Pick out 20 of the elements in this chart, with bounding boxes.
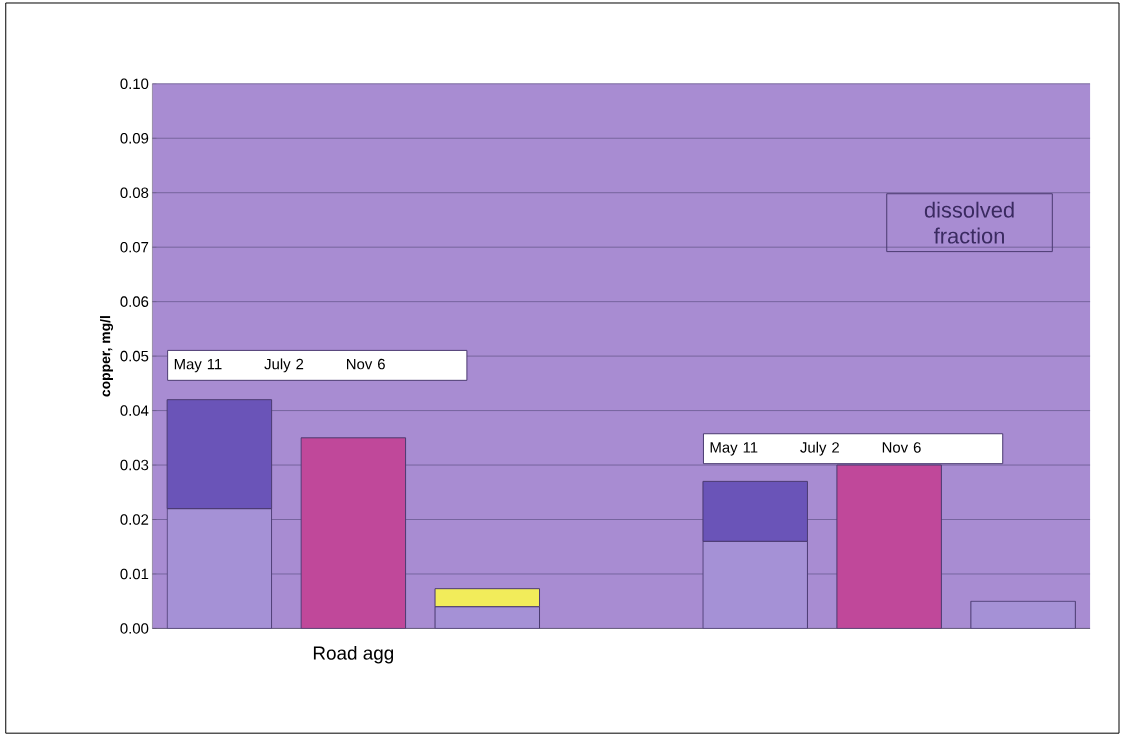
y-axis-title: copper, mg/l <box>100 316 114 397</box>
annotation: July 2 <box>800 441 839 456</box>
y-tick-label: 0.10 <box>120 78 149 89</box>
annotation: dissolved fraction <box>924 201 1014 244</box>
y-tick-label: 0.07 <box>120 241 149 253</box>
y-tick-label: 0.02 <box>120 514 149 525</box>
y-tick-label: 0.05 <box>120 350 149 362</box>
y-tick-label: 0.08 <box>120 187 149 198</box>
y-tick-label: 0.04 <box>120 405 149 416</box>
annotation: Nov 6 <box>347 358 385 370</box>
y-tick-label: 0.09 <box>120 132 149 144</box>
annotation: Nov 6 <box>882 442 921 453</box>
annotation: May 11 <box>710 442 758 456</box>
y-tick-label: 0.00 <box>120 623 149 634</box>
annotation: July 2 <box>264 358 304 373</box>
x-tick-label: Road agg <box>313 645 394 664</box>
y-tick-label: 0.06 <box>120 296 149 307</box>
annotation: May 11 <box>174 358 222 373</box>
y-tick-label: 0.03 <box>120 459 149 471</box>
y-tick-label: 0.01 <box>120 568 149 580</box>
